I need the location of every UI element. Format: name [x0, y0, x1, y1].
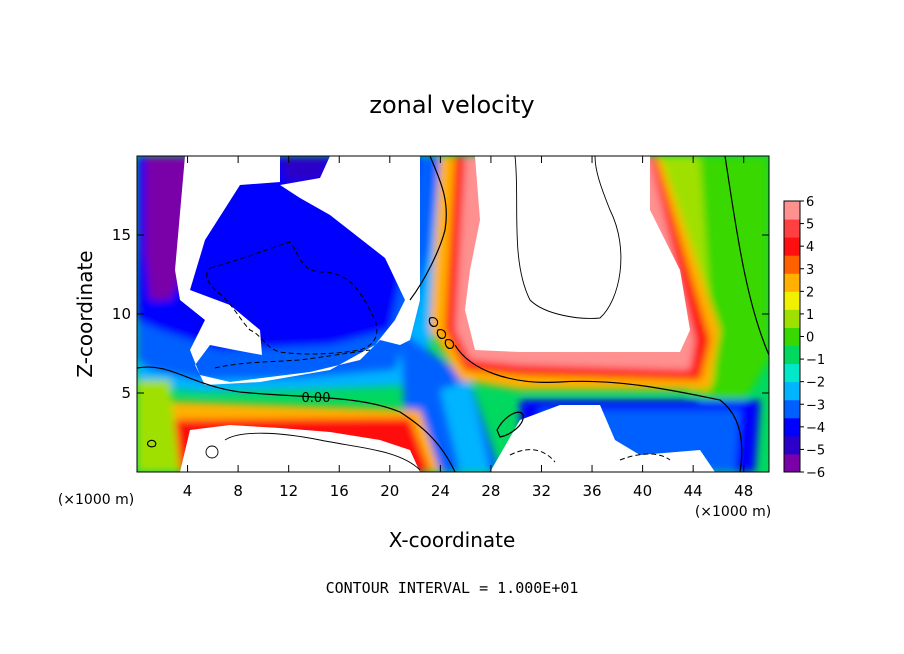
- x-tick-label: 44: [684, 482, 703, 500]
- x-tick-label: 24: [431, 482, 450, 500]
- x-tick-label: 36: [582, 482, 601, 500]
- colorbar-tick-label: 4: [806, 240, 814, 255]
- colorbar-swatch: [784, 417, 800, 437]
- colorbar-tick-label: 3: [806, 263, 814, 278]
- colorbar-swatch: [784, 381, 800, 401]
- y-axis-label: Z-coordinate: [73, 250, 97, 377]
- x-tick-label: 32: [532, 482, 551, 500]
- colorbar-swatch: [784, 291, 800, 310]
- colorbar-tick-label: −1: [806, 353, 825, 368]
- colorbar-swatch: [784, 363, 800, 383]
- contour-interval-note: CONTOUR INTERVAL = 1.000E+01: [326, 579, 579, 597]
- colorbar-swatch: [784, 453, 800, 473]
- colorbar-tick-label: 0: [806, 331, 814, 346]
- x-tick-label: 40: [633, 482, 652, 500]
- x-tick-label: 28: [481, 482, 500, 500]
- colorbar-swatch: [784, 399, 800, 419]
- colorbar-swatch: [784, 273, 800, 292]
- colorbar-tick-label: 2: [806, 285, 814, 300]
- colorbar-tick-label: −3: [806, 398, 825, 413]
- contour-lines: [137, 156, 769, 472]
- negative-contours: [206, 241, 671, 463]
- y-tick-label: 5: [121, 384, 131, 402]
- contour-label: 0.00: [302, 391, 331, 406]
- colorbar: 6 5 4 3 2 1 0 −1 −2 −3 −4 −5 −6: [783, 195, 825, 481]
- x-tick-label: 16: [330, 482, 349, 500]
- x-units-left: (×1000 m): [58, 492, 134, 508]
- x-axis-label: X-coordinate: [389, 528, 516, 552]
- colorbar-swatch: [784, 237, 800, 256]
- y-tick-label: 15: [112, 226, 131, 244]
- colorbar-tick-label: −6: [806, 466, 825, 481]
- colorbar-swatch: [784, 435, 800, 455]
- colorbar-tick-label: 5: [806, 218, 814, 233]
- x-tick-label: 20: [380, 482, 399, 500]
- x-tick-label: 12: [279, 482, 298, 500]
- colorbar-swatch: [784, 345, 800, 365]
- x-tick-label: 48: [734, 482, 753, 500]
- colorbar-tick-label: −5: [806, 443, 825, 458]
- y-tick-label: 10: [112, 305, 131, 323]
- chart-title: zonal velocity: [369, 91, 534, 119]
- colorbar-tick-label: −2: [806, 376, 825, 391]
- colorbar-swatch: [784, 327, 800, 347]
- colorbar-tick-label: 6: [806, 195, 814, 210]
- colorbar-swatch: [784, 201, 800, 220]
- colorbar-swatch: [784, 219, 800, 238]
- x-tick-label: 8: [233, 482, 243, 500]
- colorbar-tick-label: 1: [806, 308, 814, 323]
- colorbar-swatch: [784, 309, 800, 328]
- y-axis: 5 10 15: [112, 226, 769, 402]
- x-tick-label: 4: [183, 482, 193, 500]
- x-units-right: (×1000 m): [695, 504, 771, 520]
- colorbar-swatch: [784, 255, 800, 274]
- colorbar-tick-label: −4: [806, 421, 825, 436]
- x-axis: 4 8 12 16 20 24 28 32 36 40 44 48: [183, 156, 753, 500]
- heatmap-field: [137, 156, 769, 472]
